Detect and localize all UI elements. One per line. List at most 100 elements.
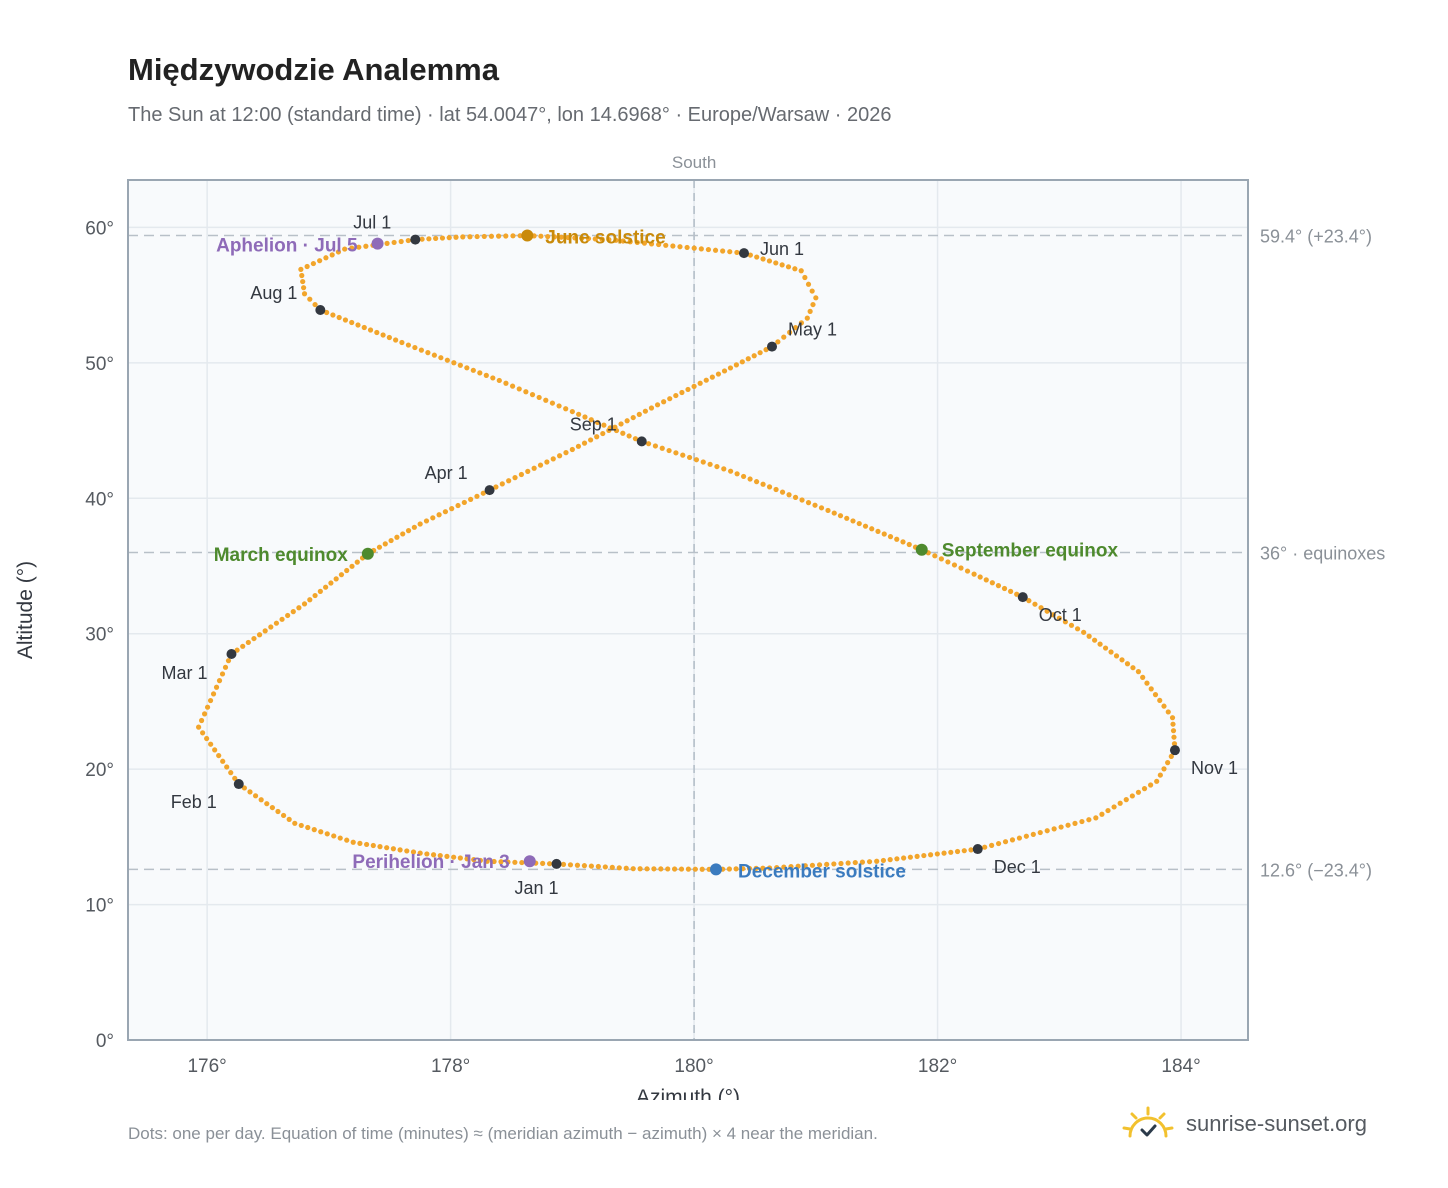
daily-dot <box>222 664 229 670</box>
event-marker <box>710 863 722 876</box>
daily-dot <box>367 327 374 333</box>
daily-dot <box>588 437 594 443</box>
event-label: Perihelion · Jan 3 <box>352 852 509 873</box>
event-marker <box>915 543 928 556</box>
month-marker <box>972 844 983 855</box>
daily-dot <box>613 237 619 243</box>
daily-dot <box>251 635 257 642</box>
event-marker <box>521 229 534 242</box>
daily-dot <box>350 839 356 845</box>
daily-dot <box>544 459 550 465</box>
daily-dot <box>673 392 679 399</box>
daily-dot <box>438 355 444 361</box>
daily-dot <box>216 752 222 759</box>
y-tick-label: 60° <box>85 218 114 239</box>
daily-dot <box>798 320 805 326</box>
daily-dot <box>648 241 655 247</box>
daily-dot <box>661 399 667 405</box>
daily-dot <box>636 411 642 417</box>
y-tick-label: 50° <box>85 354 114 375</box>
daily-dot <box>363 243 369 249</box>
daily-dot <box>1002 839 1009 845</box>
daily-dot <box>798 268 804 274</box>
daily-dot <box>328 580 334 586</box>
daily-dot <box>799 497 805 503</box>
y-tick-label: 0° <box>96 1031 114 1052</box>
daily-dot <box>792 266 798 272</box>
daily-dot <box>342 246 348 252</box>
daily-dot <box>439 235 446 241</box>
daily-dot <box>618 421 624 427</box>
daily-dot <box>470 367 476 373</box>
daily-dot <box>569 446 575 453</box>
month-marker <box>1017 592 1028 603</box>
daily-dot <box>349 563 355 569</box>
daily-dot <box>298 822 304 829</box>
daily-dot <box>219 671 226 677</box>
month-marker <box>1169 745 1180 756</box>
daily-dot <box>493 484 499 490</box>
daily-dot <box>809 862 816 868</box>
daily-dot <box>626 433 632 439</box>
daily-dot <box>430 515 436 521</box>
daily-dot <box>705 246 712 253</box>
daily-dot <box>672 866 678 872</box>
daily-dot <box>1065 822 1071 828</box>
daily-dot <box>307 597 313 603</box>
daily-dot <box>431 352 437 358</box>
daily-dot <box>658 866 664 872</box>
daily-dot <box>418 347 424 353</box>
brand[interactable]: sunrise-sunset.org <box>1120 1104 1367 1144</box>
daily-dot <box>426 236 432 242</box>
daily-dot <box>1016 835 1023 841</box>
daily-dot <box>556 403 562 409</box>
daily-dot <box>802 863 808 869</box>
daily-dot <box>1023 833 1029 839</box>
event-label: June solstice <box>545 228 665 249</box>
daily-dot <box>355 322 361 328</box>
event-label: September equinox <box>942 541 1119 562</box>
x-tick-label: 176° <box>187 1056 226 1077</box>
daily-dot <box>747 476 753 482</box>
daily-dot <box>887 857 893 863</box>
daily-dot <box>733 866 739 872</box>
daily-dot <box>1157 697 1163 704</box>
daily-dot <box>575 443 582 449</box>
daily-dot <box>474 493 480 499</box>
daily-dot <box>774 864 780 871</box>
daily-dot <box>1123 797 1129 803</box>
daily-dot <box>1152 692 1159 698</box>
daily-dot <box>342 317 349 323</box>
daily-dot <box>1157 772 1163 778</box>
daily-dot <box>216 678 223 684</box>
daily-dot <box>795 863 801 869</box>
daily-dot <box>557 453 563 459</box>
daily-dot <box>312 592 318 599</box>
daily-dot <box>680 452 686 458</box>
daily-dot <box>331 833 337 839</box>
daily-dot <box>1008 588 1014 594</box>
daily-dot <box>579 235 585 241</box>
daily-dot <box>273 620 280 626</box>
daily-dot <box>845 860 851 866</box>
daily-dot <box>417 850 423 856</box>
daily-dot <box>582 414 588 420</box>
month-marker <box>767 341 777 352</box>
daily-dot <box>400 531 406 537</box>
daily-dot <box>451 360 457 366</box>
daily-dot <box>900 539 906 545</box>
daily-dot <box>201 711 208 717</box>
daily-dot <box>247 789 253 795</box>
month-label: Apr 1 <box>425 463 468 483</box>
daily-dot <box>312 301 318 308</box>
daily-dot <box>934 851 940 857</box>
month-marker <box>410 234 421 245</box>
daily-dot <box>523 389 529 395</box>
daily-dot <box>630 866 636 872</box>
reference-line-label: 36° · equinoxes <box>1260 543 1385 563</box>
daily-dot <box>286 816 292 822</box>
daily-dot <box>1056 615 1062 621</box>
daily-dot <box>670 243 676 249</box>
y-tick-label: 40° <box>85 489 114 510</box>
daily-dot <box>654 402 661 408</box>
